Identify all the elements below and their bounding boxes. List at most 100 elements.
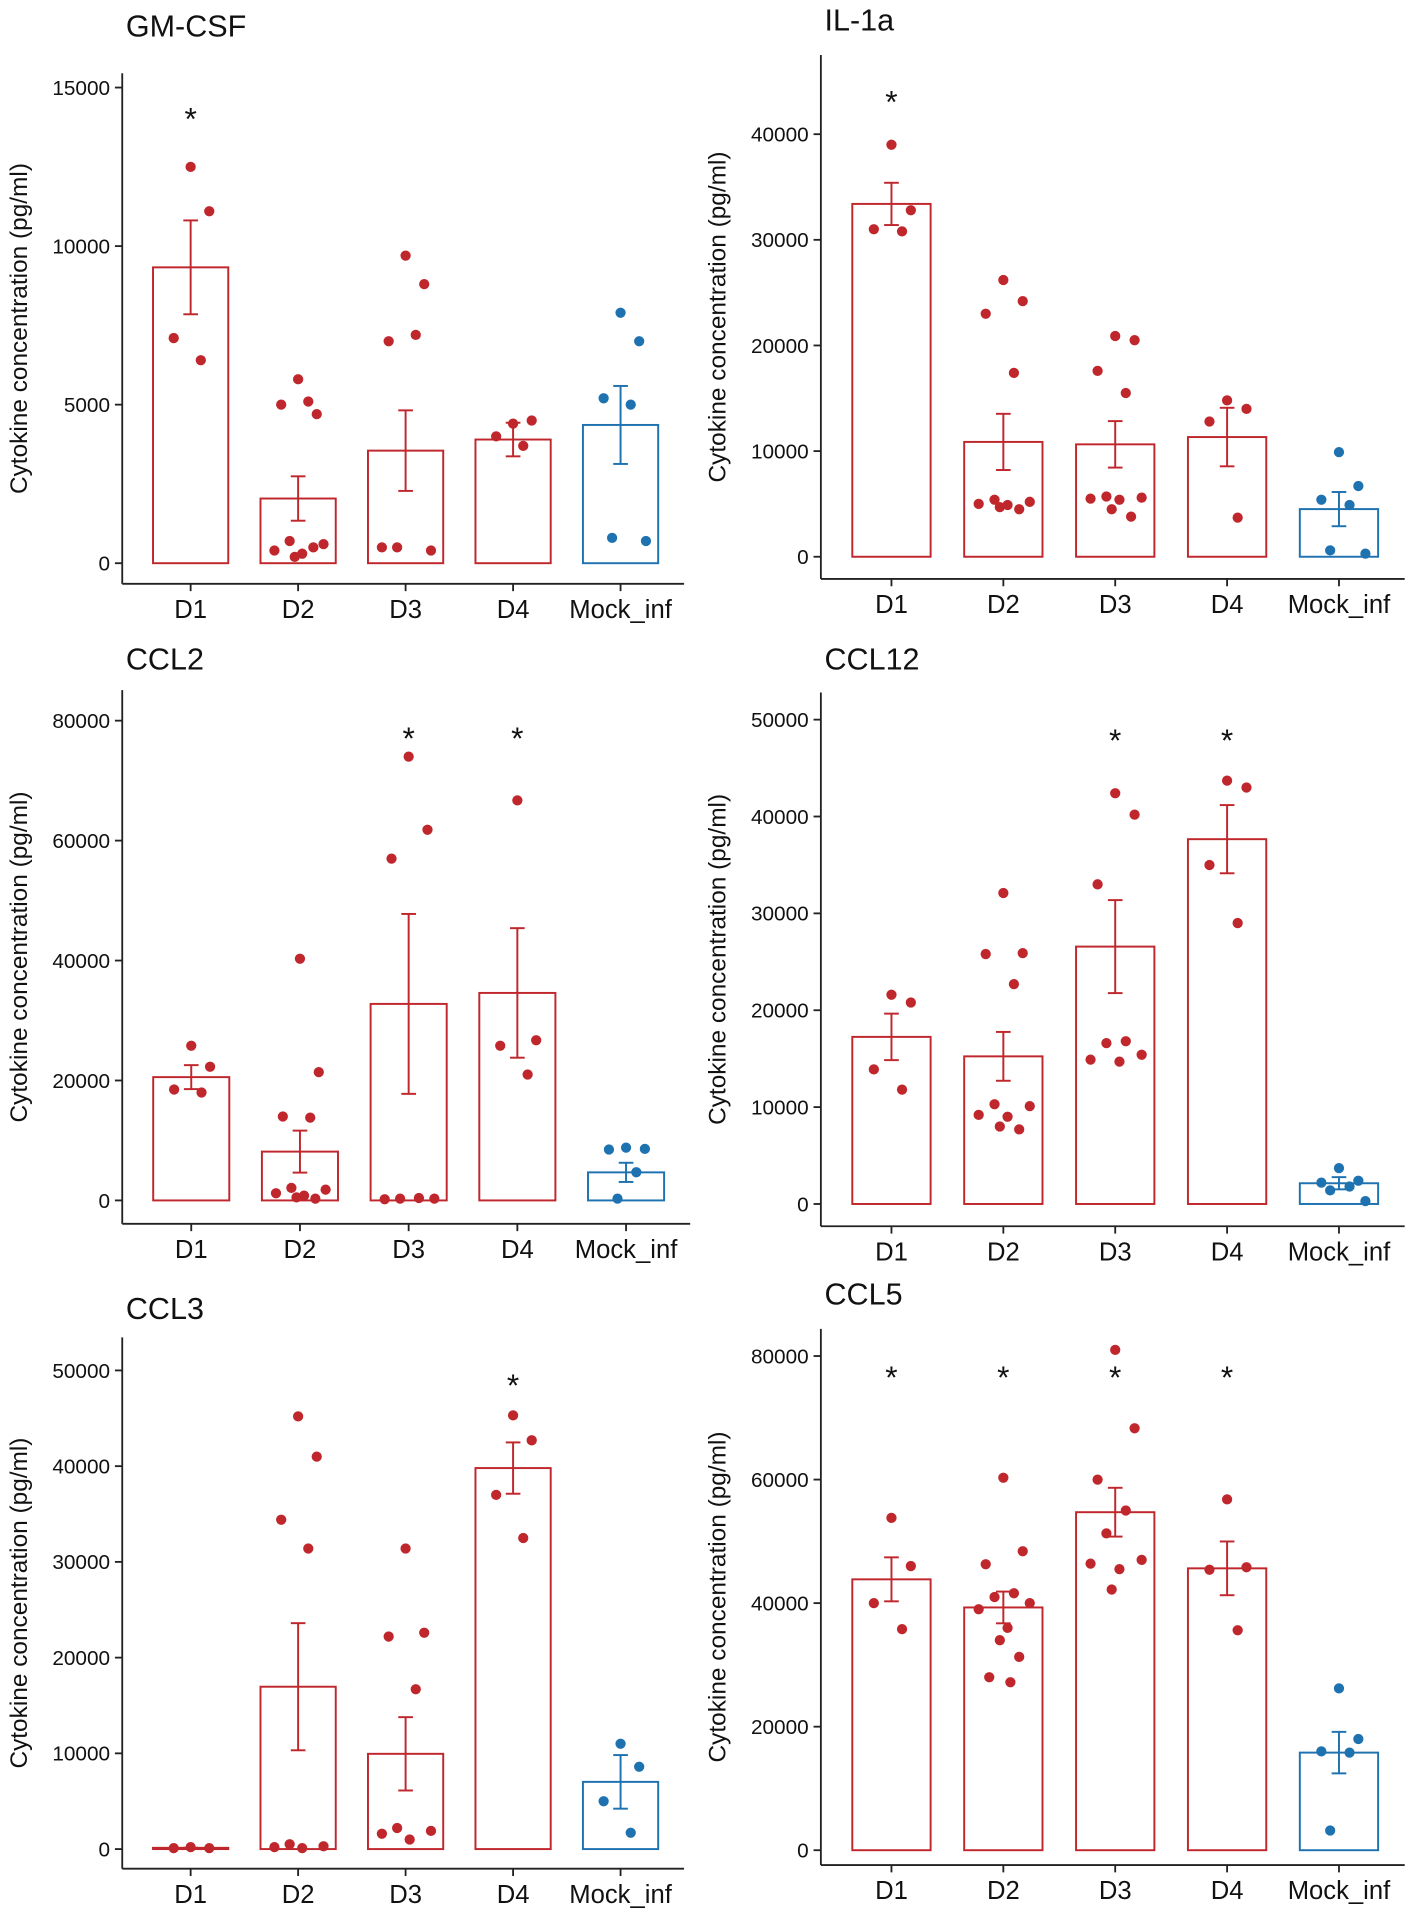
y-tick-label: 15000 <box>52 77 110 100</box>
data-point <box>518 1532 529 1544</box>
data-point <box>1232 512 1243 523</box>
data-point <box>196 1087 207 1098</box>
x-tick-label: D4 <box>501 1236 534 1264</box>
data-point <box>1008 367 1020 379</box>
data-point <box>292 1411 304 1422</box>
data-point <box>896 1084 908 1095</box>
y-tick-label: 0 <box>98 1838 110 1861</box>
data-point <box>1241 403 1252 414</box>
data-point <box>186 1040 197 1051</box>
y-tick-label: 80000 <box>751 1345 809 1368</box>
data-point <box>905 205 916 216</box>
data-point <box>311 1451 322 1462</box>
y-axis-label: Cytokine concentration (pg/ml) <box>705 151 732 482</box>
data-point <box>276 399 287 410</box>
data-point <box>973 498 984 510</box>
data-point <box>1014 1651 1025 1662</box>
data-point <box>1353 480 1364 492</box>
data-point <box>305 1112 316 1123</box>
data-point <box>303 1543 314 1554</box>
x-tick-label: D3 <box>389 1881 422 1909</box>
data-point <box>1316 1746 1327 1757</box>
data-point <box>1008 978 1020 990</box>
x-tick-label: D4 <box>1211 1877 1244 1905</box>
panel-title: CCL12 <box>825 642 920 676</box>
data-point <box>1333 447 1345 458</box>
y-tick-label: 0 <box>98 1190 110 1213</box>
x-tick-label: D1 <box>875 591 908 619</box>
y-tick-label: 50000 <box>751 709 809 732</box>
data-point <box>994 1121 1005 1132</box>
data-point <box>1024 1101 1035 1112</box>
data-point <box>980 308 991 319</box>
data-point <box>973 1604 984 1615</box>
data-point <box>1106 1584 1117 1595</box>
error-bar <box>398 1716 413 1792</box>
data-point <box>886 139 897 150</box>
bar <box>851 1578 932 1852</box>
x-tick-label: D1 <box>875 1238 908 1266</box>
data-point <box>606 532 618 543</box>
y-tick-label: 30000 <box>52 1551 110 1574</box>
error-bar <box>1331 491 1347 528</box>
data-point <box>277 1111 288 1122</box>
data-point <box>1120 387 1131 399</box>
y-tick-label: 0 <box>797 546 809 569</box>
x-tick-label: D2 <box>284 1236 317 1264</box>
data-point <box>1316 494 1327 505</box>
data-point <box>289 551 300 562</box>
x-tick-label: D2 <box>282 596 315 624</box>
data-point <box>1005 1677 1016 1688</box>
y-tick-label: 20000 <box>52 1647 110 1670</box>
y-tick-label: 40000 <box>751 124 809 147</box>
data-point <box>1085 1558 1096 1569</box>
data-point <box>615 1738 626 1749</box>
significance-star: * <box>402 720 414 756</box>
significance-star: * <box>507 1367 519 1403</box>
data-point <box>1085 493 1096 504</box>
data-point <box>1101 491 1112 502</box>
data-point <box>1110 330 1121 342</box>
data-point <box>640 535 652 547</box>
panel: CCL2 Cytokine concentration (pg/ml) 0 20000… <box>6 642 691 1264</box>
x-tick-label: Mock_inf <box>575 1236 678 1264</box>
x-tick-label: D2 <box>282 1881 315 1909</box>
data-point <box>204 1842 215 1854</box>
data-point <box>310 1193 321 1204</box>
y-axis-label: Cytokine concentration (pg/ml) <box>6 163 33 494</box>
panel-title: CCL5 <box>825 1277 903 1311</box>
data-point <box>429 1193 440 1204</box>
data-point <box>634 1761 645 1772</box>
x-tick-label: D3 <box>1099 1877 1132 1905</box>
significance-star: * <box>1109 1359 1121 1395</box>
data-point <box>1106 504 1117 515</box>
y-tick-label: 10000 <box>52 1743 110 1766</box>
data-point <box>526 1435 537 1446</box>
significance-star: * <box>997 1359 1009 1395</box>
data-point <box>905 1560 916 1572</box>
error-bar <box>613 384 628 465</box>
error-bar <box>1107 899 1123 995</box>
data-point <box>168 1084 180 1095</box>
x-tick-label: D2 <box>987 591 1020 619</box>
x-tick-label: D4 <box>497 1881 530 1909</box>
data-point <box>1092 365 1103 376</box>
y-tick-label: 0 <box>98 553 110 576</box>
error-bar <box>183 219 198 316</box>
data-point <box>1024 496 1035 507</box>
data-point <box>1221 395 1233 406</box>
data-point <box>620 1142 632 1153</box>
data-point <box>1241 1562 1252 1573</box>
error-bar <box>996 1030 1011 1082</box>
error-bar <box>884 1012 899 1062</box>
data-point <box>400 1543 411 1554</box>
data-point <box>318 1841 329 1852</box>
y-tick-label: 20000 <box>751 1716 809 1739</box>
data-point <box>204 206 215 217</box>
data-point <box>1014 1124 1025 1135</box>
data-point <box>896 226 908 237</box>
bar <box>851 202 932 558</box>
y-tick-label: 0 <box>797 1193 809 1216</box>
data-point <box>491 1489 502 1501</box>
